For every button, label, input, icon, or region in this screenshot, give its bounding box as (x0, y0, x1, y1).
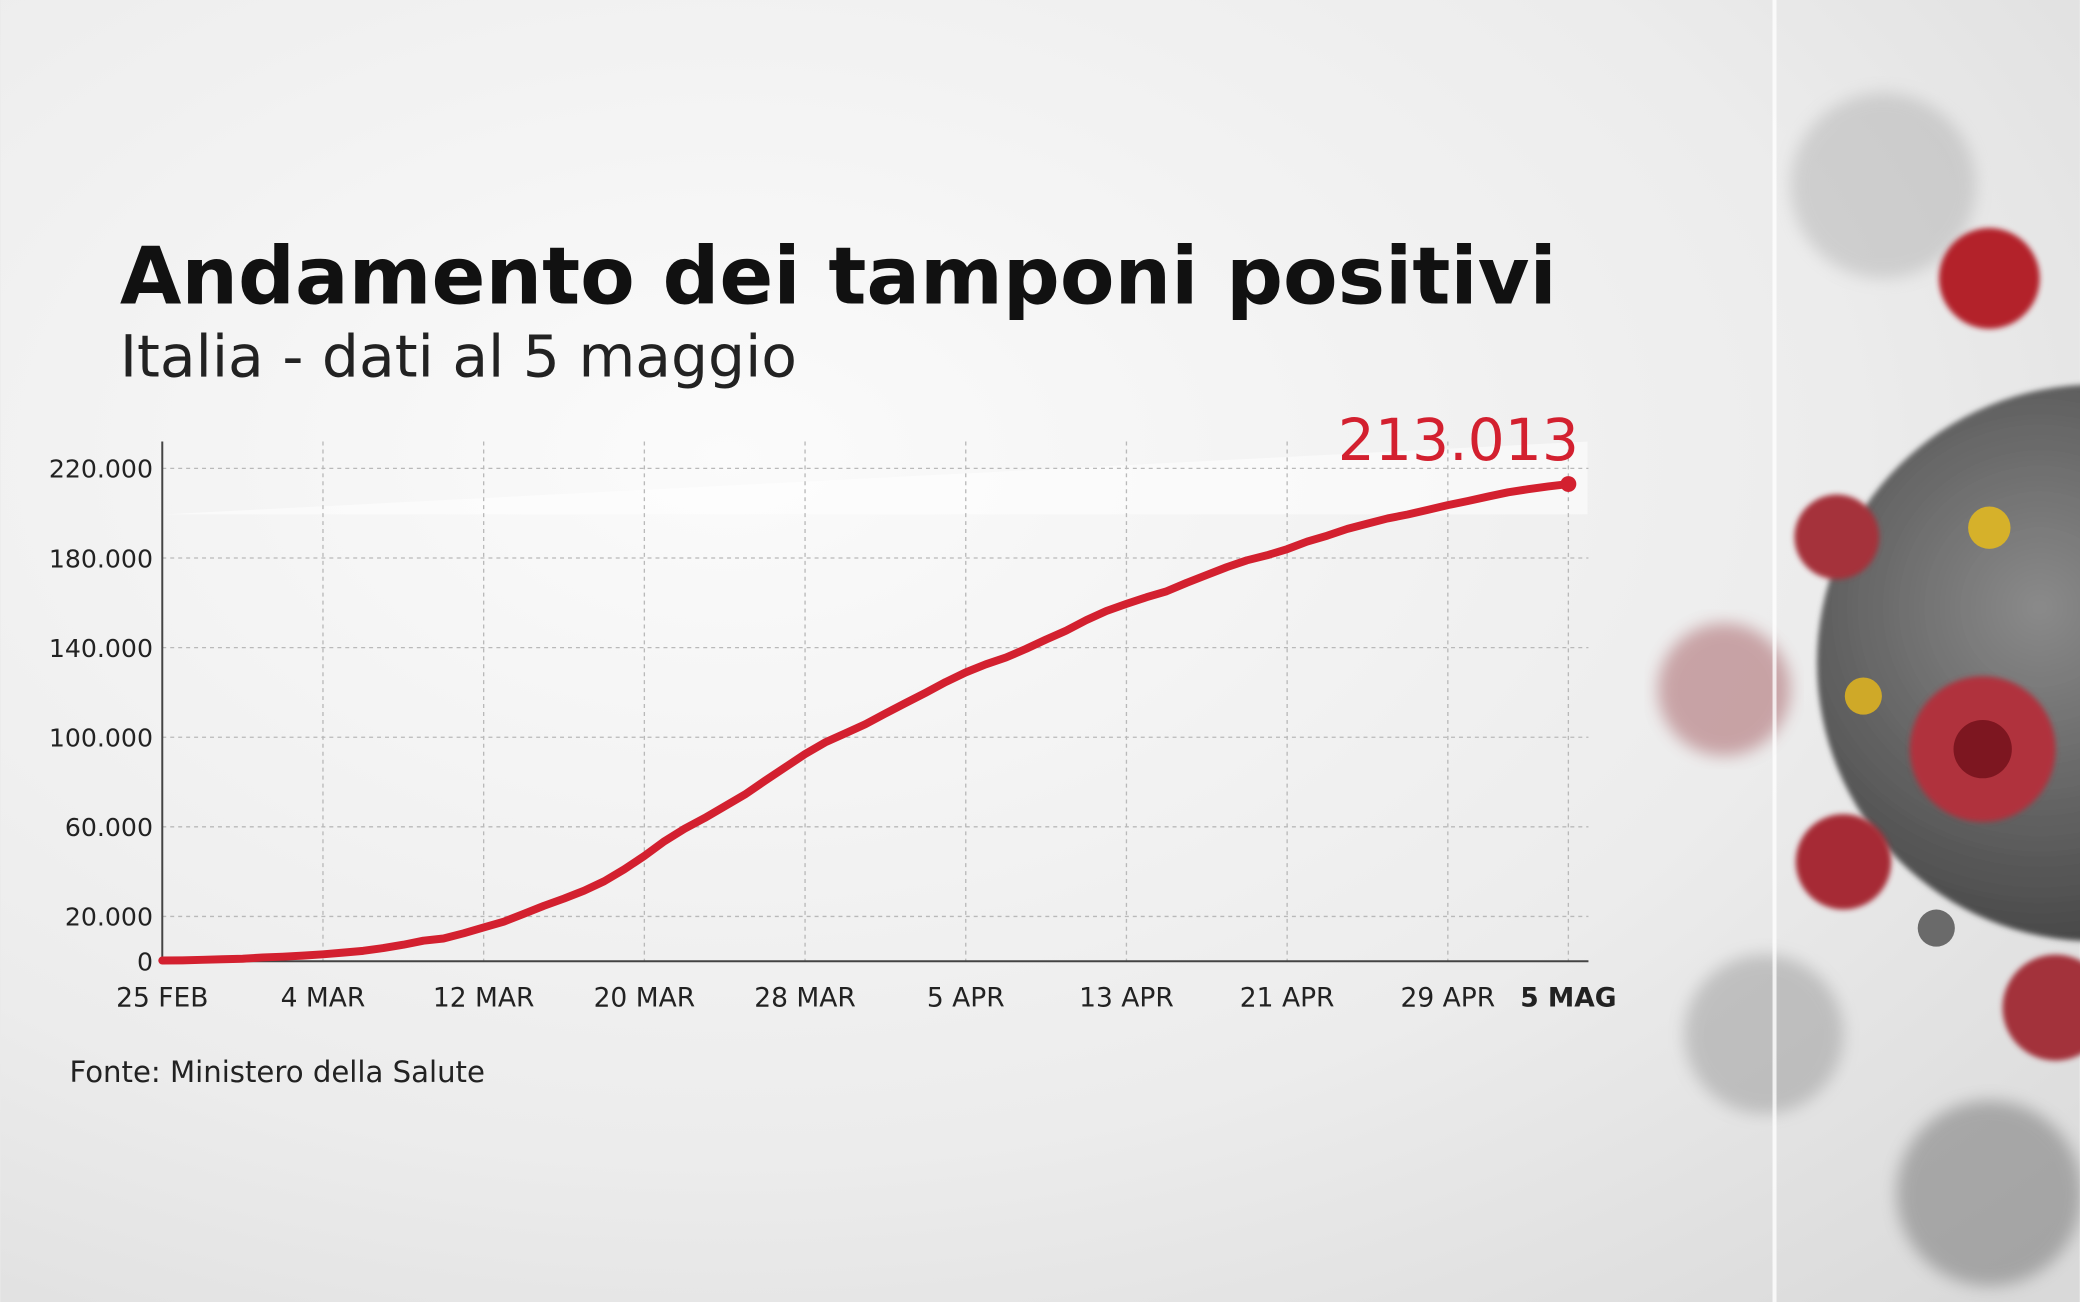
x-tick-label: 5 MAG (1520, 982, 1616, 1013)
y-tick-label: 220.000 (49, 455, 153, 484)
y-tick-label: 20.000 (65, 903, 153, 932)
x-tick-label: 25 FEB (116, 982, 208, 1013)
chart-subtitle: Italia - dati al 5 maggio (120, 323, 797, 391)
x-tick-label: 21 APR (1240, 982, 1335, 1013)
y-tick-label: 60.000 (65, 813, 153, 842)
chart-title: Andamento dei tamponi positivi (120, 230, 1557, 323)
x-tick-label: 28 MAR (754, 982, 856, 1013)
y-tick-label: 100.000 (49, 724, 153, 753)
x-tick-label: 5 APR (927, 982, 1005, 1013)
x-tick-label: 29 APR (1401, 982, 1496, 1013)
x-tick-label: 12 MAR (433, 982, 535, 1013)
end-point (1560, 476, 1577, 493)
y-tick-label: 180.000 (49, 544, 153, 573)
y-tick-label: 140.000 (49, 634, 153, 663)
value-label: 213.013 (1338, 406, 1579, 474)
source: Fonte: Ministero della Salute (69, 1055, 484, 1089)
x-tick-label: 13 APR (1079, 982, 1174, 1013)
data-line (158, 480, 1573, 965)
virus-decoration (1657, 92, 2080, 1287)
y-tick-label: 0 (137, 948, 153, 977)
light-streak (162, 441, 1588, 515)
x-tick-label: 4 MAR (281, 982, 366, 1013)
x-tick-label: 20 MAR (594, 982, 696, 1013)
plot-area: 0 20.000 60.000 100.000 140.000 180.000 220.00… (49, 406, 1617, 1013)
